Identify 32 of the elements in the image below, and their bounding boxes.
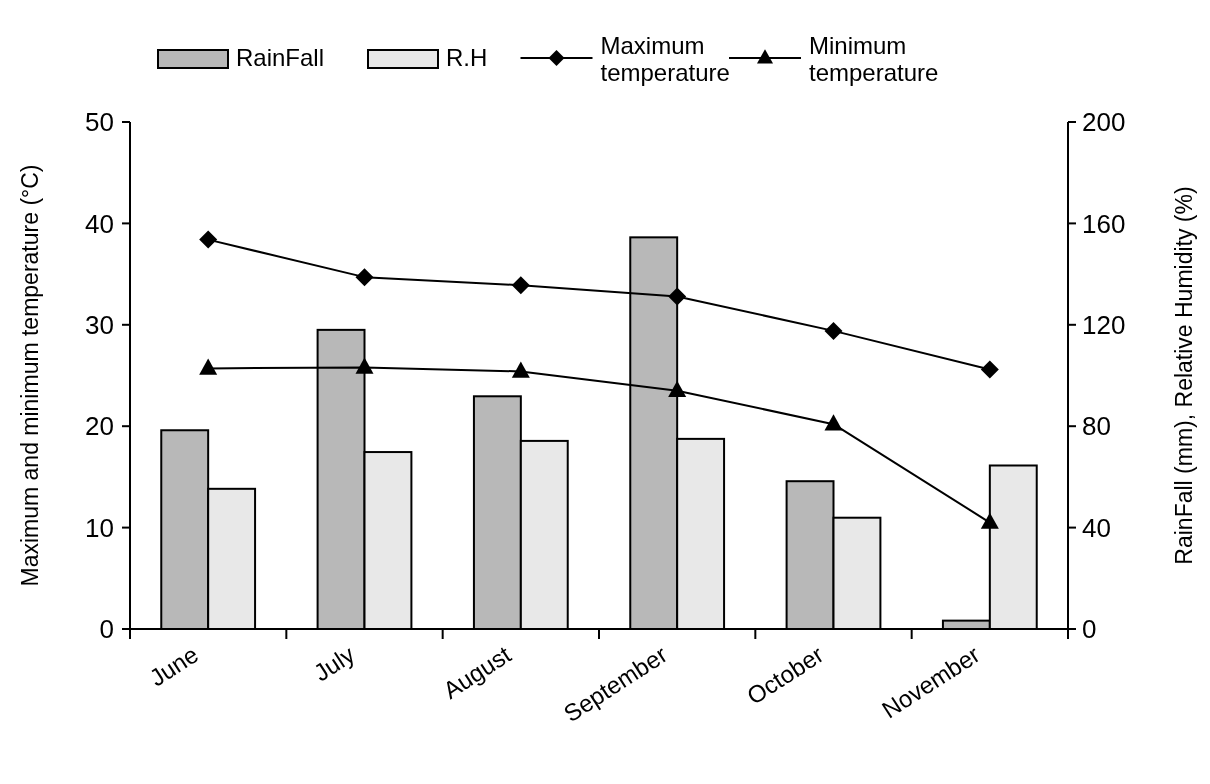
point bbox=[824, 414, 843, 431]
point bbox=[511, 361, 530, 378]
point bbox=[199, 358, 218, 375]
point bbox=[199, 230, 218, 249]
point bbox=[980, 512, 999, 529]
y-tick-label: 10 bbox=[85, 512, 114, 543]
y-axis-title: Maximum and minimum temperature (°C) bbox=[17, 164, 43, 587]
y2-tick-label: 0 bbox=[1082, 614, 1097, 645]
legend-label: Minimum temperature bbox=[809, 32, 939, 86]
legend-label: R.H bbox=[446, 44, 488, 72]
y2-tick-label: 200 bbox=[1082, 107, 1126, 138]
y2-tick-label: 80 bbox=[1082, 411, 1111, 442]
y-tick-label: 20 bbox=[85, 411, 114, 442]
point bbox=[511, 276, 530, 295]
x-tick-label: June bbox=[144, 640, 203, 692]
point bbox=[980, 360, 999, 379]
legend-label: RainFall bbox=[236, 44, 325, 72]
y-tick-label: 50 bbox=[85, 107, 114, 138]
point bbox=[668, 380, 687, 398]
point bbox=[824, 321, 843, 340]
point bbox=[355, 357, 374, 374]
y-tick-label: 30 bbox=[85, 309, 114, 340]
y-tick-label: 0 bbox=[99, 614, 114, 645]
y2-tick-label: 160 bbox=[1082, 208, 1126, 239]
x-tick-label: July bbox=[308, 640, 360, 687]
y2-tick-label: 40 bbox=[1082, 512, 1111, 543]
point bbox=[668, 287, 687, 306]
y2-tick-label: 120 bbox=[1082, 309, 1126, 340]
legend-label: Maximum temperature bbox=[600, 32, 730, 86]
point bbox=[355, 268, 374, 287]
y-tick-label: 40 bbox=[85, 208, 114, 239]
y2-axis-title: RainFall (mm), Relative Humidity (%) bbox=[1171, 186, 1197, 565]
